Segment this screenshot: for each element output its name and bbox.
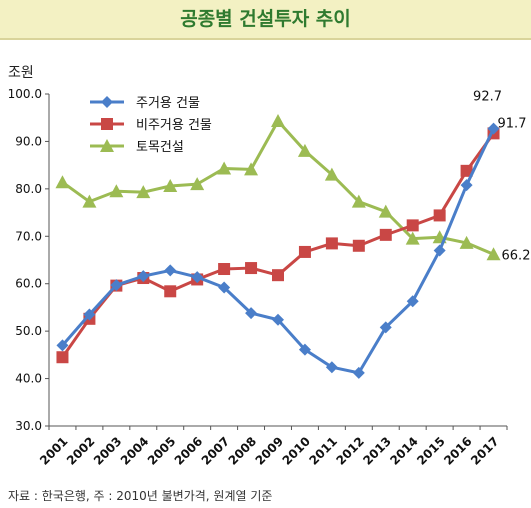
data-point-civil — [486, 247, 501, 261]
data-point-nonresidential — [406, 219, 419, 232]
data-point-civil — [55, 175, 70, 189]
x-tick-label: 2003 — [91, 434, 125, 468]
data-point-residential — [379, 321, 392, 334]
x-tick-label: 2016 — [441, 434, 475, 468]
x-tick-label: 2008 — [226, 434, 260, 468]
end-value-label-residential: 92.7 — [473, 90, 502, 105]
x-tick-label: 2013 — [360, 434, 394, 468]
legend-marker-civil — [100, 139, 114, 152]
data-point-civil — [217, 161, 232, 175]
data-point-residential — [272, 313, 284, 326]
x-tick-label: 2006 — [172, 434, 206, 468]
data-point-civil — [324, 167, 339, 181]
data-point-nonresidential — [460, 164, 473, 177]
data-point-civil — [405, 231, 420, 245]
data-point-residential — [487, 122, 500, 135]
y-tick-label: 30.0 — [15, 419, 42, 433]
x-tick-label: 2007 — [199, 434, 233, 468]
y-unit-label: 조원 — [8, 65, 34, 81]
data-point-civil — [244, 162, 259, 176]
legend-label-nonresidential: 비주거용 건물 — [136, 118, 212, 133]
y-tick-label: 40.0 — [15, 372, 42, 386]
x-tick-label: 2009 — [253, 434, 287, 468]
data-point-residential — [110, 279, 123, 292]
data-point-nonresidential — [164, 285, 177, 298]
x-tick-label: 2012 — [333, 434, 367, 468]
data-point-residential — [325, 361, 338, 374]
chart-title: 공종별 건설투자 추이 — [180, 8, 351, 30]
data-point-civil — [378, 204, 393, 218]
legend-label-civil: 토목건설 — [136, 140, 184, 155]
x-tick-label: 2015 — [414, 434, 448, 468]
x-tick-label: 2001 — [37, 434, 71, 468]
data-point-nonresidential — [218, 263, 231, 276]
y-tick-label: 90.0 — [15, 134, 42, 148]
data-point-nonresidential — [245, 262, 258, 275]
x-tick-label: 2017 — [468, 434, 502, 468]
source-note: 자료 : 한국은행, 주 : 2010년 불변가격, 원계열 기준 — [8, 489, 273, 503]
y-tick-label: 50.0 — [15, 324, 42, 338]
series-line-residential — [61, 127, 495, 375]
data-point-civil — [163, 179, 178, 193]
x-tick-label: 2011 — [306, 434, 340, 468]
data-point-nonresidential — [325, 237, 338, 250]
data-point-civil — [190, 177, 205, 191]
data-point-residential — [460, 179, 473, 192]
data-point-civil — [109, 184, 124, 198]
end-value-label-civil: 66.2 — [502, 248, 531, 263]
data-point-residential — [298, 343, 311, 356]
data-point-nonresidential — [272, 269, 284, 282]
x-tick-label: 2010 — [280, 434, 314, 468]
data-point-civil — [82, 194, 97, 208]
data-point-residential — [56, 339, 69, 352]
data-point-residential — [191, 271, 204, 284]
x-tick-label: 2004 — [118, 434, 152, 468]
data-point-nonresidential — [56, 351, 69, 364]
y-tick-label: 70.0 — [15, 229, 42, 243]
data-point-residential — [218, 281, 231, 294]
data-point-residential — [433, 244, 446, 257]
data-point-residential — [352, 366, 365, 379]
data-point-residential — [406, 295, 419, 308]
legend-label-residential: 주거용 건물 — [136, 96, 200, 111]
legend-marker-nonresidential — [101, 118, 113, 130]
data-point-nonresidential — [352, 239, 365, 252]
y-tick-label: 100.0 — [8, 87, 42, 101]
x-tick-label: 2002 — [64, 434, 98, 468]
data-point-residential — [137, 270, 150, 283]
data-point-residential — [245, 307, 258, 320]
series-line-civil — [61, 119, 495, 256]
x-tick-label: 2014 — [387, 434, 421, 468]
data-point-civil — [136, 185, 151, 199]
title-bar — [0, 0, 531, 40]
data-point-nonresidential — [298, 245, 311, 258]
y-tick-label: 60.0 — [15, 277, 42, 291]
legend-marker-residential — [101, 96, 113, 108]
data-point-residential — [83, 308, 96, 321]
end-value-label-nonresidential: 91.7 — [498, 116, 527, 131]
data-point-civil — [459, 235, 474, 249]
x-tick-label: 2005 — [145, 434, 179, 468]
data-point-civil — [351, 194, 366, 208]
y-tick-label: 80.0 — [15, 182, 42, 196]
data-point-civil — [271, 114, 285, 128]
data-point-nonresidential — [379, 228, 392, 241]
data-point-nonresidential — [433, 209, 446, 222]
data-point-residential — [164, 264, 177, 277]
data-point-civil — [297, 143, 312, 157]
